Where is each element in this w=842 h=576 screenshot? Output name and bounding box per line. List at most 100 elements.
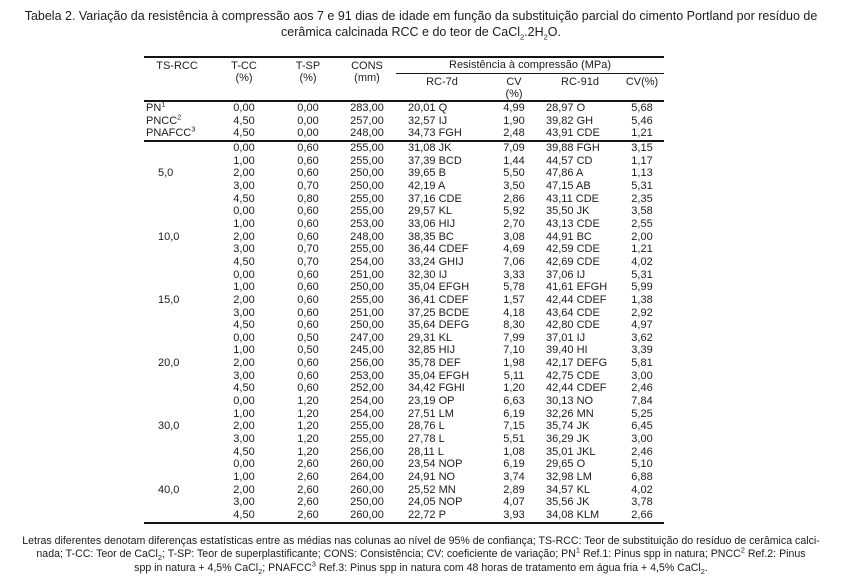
text-segment: Ref.2: Pinus bbox=[744, 548, 806, 561]
data-cell: 44,91 BC bbox=[546, 230, 592, 243]
data-cell: 42,19 A bbox=[408, 179, 446, 192]
data-cell: 0,60 bbox=[297, 141, 319, 154]
text-segment: nada; T-CC: Teor de CaCl bbox=[36, 548, 158, 561]
data-cell: 39,40 HI bbox=[546, 344, 588, 357]
row-label-cell bbox=[144, 509, 210, 523]
data-cell: 7,06 bbox=[503, 255, 525, 268]
data-cell: 35,04 EFGH bbox=[408, 281, 470, 294]
data-cell: 5,50 bbox=[503, 167, 525, 180]
row-label-cell bbox=[144, 218, 210, 231]
sup-text: 3 bbox=[191, 124, 196, 134]
data-cell: 5,92 bbox=[503, 205, 525, 218]
data-cell: 3,00 bbox=[631, 433, 653, 446]
data-cell: 260,00 bbox=[350, 458, 384, 471]
data-cell: 0,50 bbox=[297, 331, 319, 344]
data-cell: 23,54 NOP bbox=[408, 458, 463, 471]
data-cell: 6,63 bbox=[503, 395, 525, 408]
data-cell: 37,25 BCDE bbox=[408, 306, 470, 319]
sub-text: 2 bbox=[520, 32, 525, 42]
data-cell: 255,00 bbox=[350, 205, 384, 218]
data-cell: 39,82 GH bbox=[546, 114, 594, 127]
data-cell: 2,60 bbox=[297, 483, 319, 496]
data-cell: 2,00 bbox=[233, 483, 255, 496]
data-cell: 254,00 bbox=[350, 395, 384, 408]
row-label-cell bbox=[144, 458, 210, 471]
data-cell: 0,60 bbox=[297, 230, 319, 243]
data-cell: 31,08 JK bbox=[408, 141, 452, 154]
row-label-cell bbox=[144, 180, 210, 193]
table-row: 0,00 1,20 254,00 23,19 OP 6,63 30,13 NO 7,84 bbox=[144, 395, 664, 408]
data-cell: 36,29 JK bbox=[546, 433, 590, 446]
header-line: T-CC bbox=[231, 60, 257, 72]
data-cell: 248,00 bbox=[338, 127, 396, 142]
table-row: 4,50 1,20 256,00 28,11 L 1,08 35,01 JKL 2,46 bbox=[144, 446, 664, 459]
data-cell: 32,85 HIJ bbox=[408, 344, 456, 357]
data-cell: 2,00 bbox=[233, 420, 255, 433]
data-cell: 37,16 CDE bbox=[408, 192, 462, 205]
data-cell: 0,00 bbox=[233, 102, 255, 114]
data-cell: 2,60 bbox=[297, 471, 319, 484]
data-cell: 34,57 KL bbox=[546, 483, 591, 496]
data-cell: 0,00 bbox=[233, 458, 255, 471]
table-row: 1,00 0,60 253,00 33,06 HIJ 2,70 43,13 CDE 2,55 bbox=[144, 218, 664, 231]
data-cell: 1,20 bbox=[297, 445, 319, 458]
table-header: TS-RCC T-CC (%) T-SP (%) CONS (mm) Resis… bbox=[144, 57, 665, 102]
data-cell: 0,00 bbox=[233, 395, 255, 408]
footnote-line: Letras diferentes denotam diferenças est… bbox=[0, 535, 842, 549]
header-line: (%) bbox=[299, 72, 317, 84]
col-header-rc7d: RC-7d bbox=[396, 73, 488, 102]
header-line: RC-7d bbox=[426, 76, 458, 88]
table-row: 10,0 2,00 0,60 248,00 38,35 BC 3,08 44,91 BC 2,… bbox=[144, 231, 664, 244]
data-cell: 2,00 bbox=[631, 230, 653, 243]
data-cell: 3,74 bbox=[503, 471, 525, 484]
data-cell: 3,00 bbox=[233, 496, 255, 509]
data-cell: 4,18 bbox=[503, 306, 525, 319]
data-cell: 247,00 bbox=[350, 331, 384, 344]
table-row: 4,50 0,60 250,00 35,64 DEFG 8,30 42,80 CDE 4,9… bbox=[144, 319, 664, 332]
data-cell: 41,61 EFGH bbox=[546, 281, 608, 294]
data-cell: 7,99 bbox=[503, 331, 525, 344]
data-cell: 255,00 bbox=[350, 433, 384, 446]
data-cell: 42,69 CDE bbox=[546, 255, 600, 268]
row-label-cell: PNCC2 bbox=[144, 113, 210, 128]
row-label-cell: 5,0 bbox=[144, 167, 210, 180]
data-cell: 30,13 NO bbox=[546, 395, 594, 408]
data-cell: 27,78 L bbox=[408, 433, 445, 446]
table-body: PN1 0,00 0,00 283,00 20,01 Q 4,99 28,97 O 5,68 P… bbox=[144, 100, 665, 523]
row-label-cell: 40,0 bbox=[144, 484, 210, 497]
data-cell: 0,00 bbox=[297, 102, 319, 114]
data-cell: 1,00 bbox=[233, 344, 255, 357]
text-segment: Letras diferentes denotam diferenças est… bbox=[22, 534, 820, 547]
row-label-cell bbox=[144, 382, 210, 395]
text-segment: Tabela 2. Variação da resistência à comp… bbox=[24, 9, 818, 39]
data-cell: 283,00 bbox=[350, 102, 384, 114]
table-row: 1,00 2,60 264,00 24,91 NO 3,74 32,98 LM 6,88 bbox=[144, 471, 664, 484]
data-cell: 260,00 bbox=[350, 483, 384, 496]
row-label-cell bbox=[144, 446, 210, 459]
row-label-cell: 30,0 bbox=[144, 420, 210, 433]
row-label-cell: 20,0 bbox=[144, 357, 210, 370]
header-line: (%) bbox=[235, 72, 253, 84]
data-cell: 5,31 bbox=[631, 268, 653, 281]
data-cell: 251,00 bbox=[350, 268, 384, 281]
data-cell: 7,15 bbox=[503, 420, 525, 433]
text-segment: Ref.3: Pinus spp in natura com 48 horas … bbox=[315, 561, 701, 574]
data-cell: 5,10 bbox=[631, 458, 653, 471]
data-cell: 24,05 NOP bbox=[408, 496, 463, 509]
data-cell: 6,88 bbox=[631, 471, 653, 484]
text-segment: .2H bbox=[524, 25, 544, 39]
sup-text: 2 bbox=[740, 545, 745, 555]
data-cell: 6,45 bbox=[631, 420, 653, 433]
table-row: 4,50 0,80 255,00 37,16 CDE 2,86 43,11 CDE 2,35 bbox=[144, 193, 664, 206]
data-cell: 2,00 bbox=[233, 293, 255, 306]
data-cell: 35,74 JK bbox=[546, 420, 590, 433]
data-cell: 264,00 bbox=[350, 471, 384, 484]
data-cell: 5,68 bbox=[631, 102, 653, 114]
data-cell: 0,70 bbox=[297, 255, 319, 268]
data-cell: 32,98 LM bbox=[546, 471, 592, 484]
data-cell: 4,50 bbox=[233, 319, 255, 332]
sup-text: 1 bbox=[575, 545, 580, 555]
table-row: 1,00 1,20 254,00 27,51 LM 6,19 32,26 MN 5,25 bbox=[144, 408, 664, 421]
data-cell: 0,60 bbox=[297, 382, 319, 395]
row-label-cell: PNAFCC3 bbox=[144, 124, 210, 142]
